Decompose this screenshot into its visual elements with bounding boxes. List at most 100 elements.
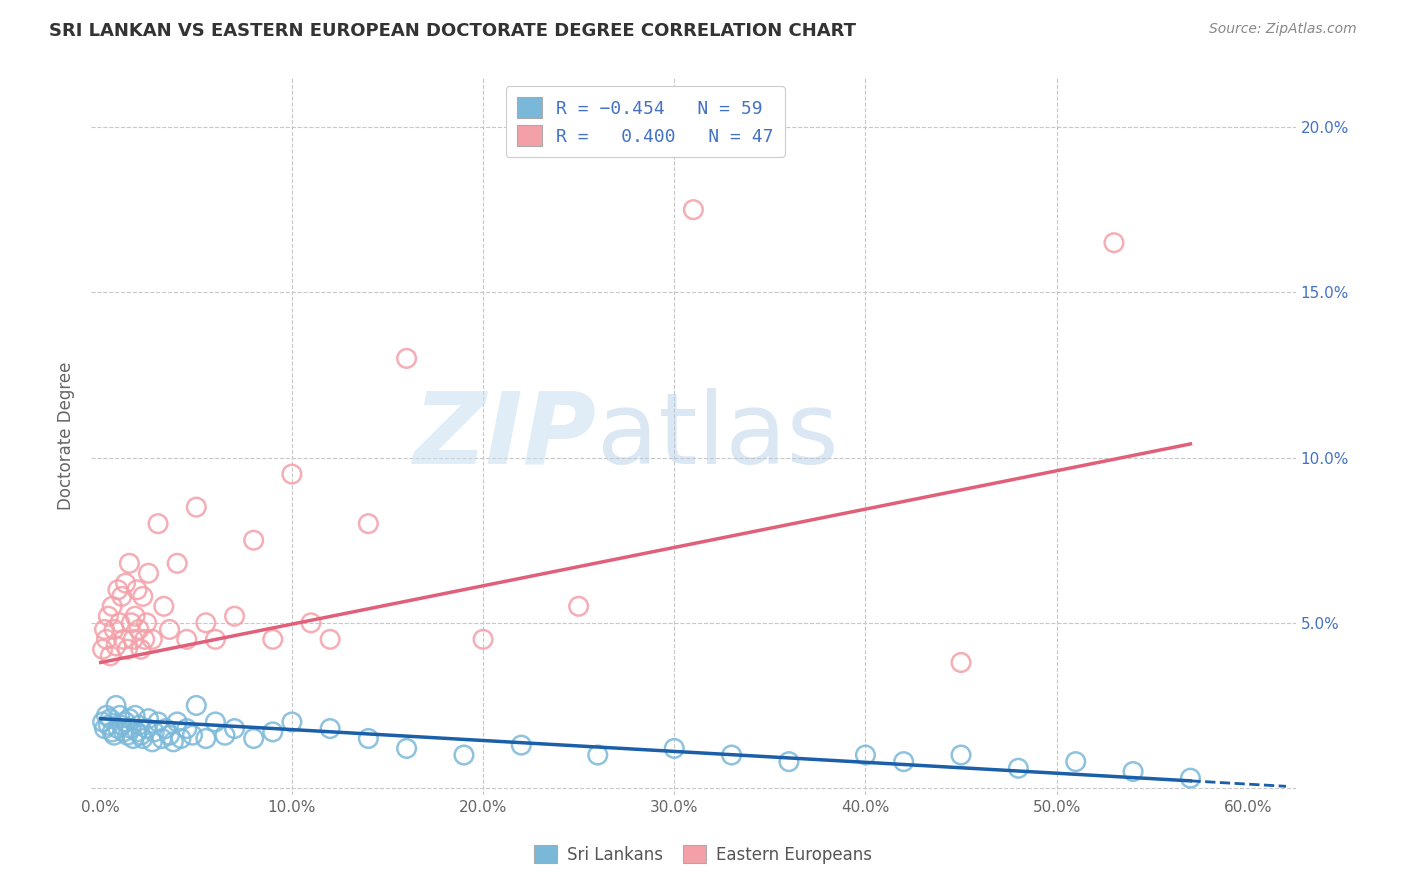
Point bbox=[129, 642, 152, 657]
Point bbox=[135, 615, 157, 630]
Point bbox=[93, 623, 115, 637]
Point bbox=[93, 722, 115, 736]
Point bbox=[97, 718, 120, 732]
Point bbox=[132, 731, 155, 746]
Point bbox=[176, 722, 198, 736]
Point bbox=[281, 714, 304, 729]
Point bbox=[159, 728, 181, 742]
Point bbox=[181, 728, 204, 742]
Point bbox=[103, 623, 125, 637]
Point bbox=[118, 712, 141, 726]
Point bbox=[395, 351, 418, 366]
Y-axis label: Doctorate Degree: Doctorate Degree bbox=[58, 362, 75, 510]
Point bbox=[135, 722, 157, 736]
Point bbox=[125, 582, 148, 597]
Point bbox=[472, 632, 495, 647]
Point bbox=[357, 731, 380, 746]
Point bbox=[950, 656, 973, 670]
Point bbox=[91, 714, 114, 729]
Point bbox=[224, 722, 246, 736]
Point bbox=[319, 722, 342, 736]
Point bbox=[111, 590, 134, 604]
Point bbox=[128, 623, 150, 637]
Point bbox=[112, 725, 135, 739]
Point bbox=[146, 714, 169, 729]
Point bbox=[124, 609, 146, 624]
Point bbox=[96, 632, 118, 647]
Point bbox=[120, 615, 142, 630]
Point bbox=[138, 566, 160, 581]
Point bbox=[664, 741, 686, 756]
Point bbox=[262, 725, 284, 739]
Point bbox=[153, 599, 176, 614]
Point bbox=[568, 599, 591, 614]
Point bbox=[194, 615, 217, 630]
Point bbox=[1102, 235, 1125, 250]
Point bbox=[98, 712, 121, 726]
Legend: R = −0.454   N = 59, R =   0.400   N = 47: R = −0.454 N = 59, R = 0.400 N = 47 bbox=[506, 87, 785, 157]
Point bbox=[97, 609, 120, 624]
Point bbox=[357, 516, 380, 531]
Point bbox=[166, 557, 188, 571]
Point bbox=[395, 741, 418, 756]
Point bbox=[105, 698, 128, 713]
Point bbox=[166, 714, 188, 729]
Point bbox=[124, 708, 146, 723]
Point bbox=[159, 623, 181, 637]
Point bbox=[176, 632, 198, 647]
Point bbox=[214, 728, 236, 742]
Point bbox=[138, 712, 160, 726]
Point bbox=[117, 728, 139, 742]
Point bbox=[112, 632, 135, 647]
Point bbox=[194, 731, 217, 746]
Point bbox=[98, 648, 121, 663]
Point bbox=[105, 639, 128, 653]
Point bbox=[141, 735, 163, 749]
Point bbox=[281, 467, 304, 481]
Point bbox=[453, 747, 475, 762]
Point bbox=[129, 728, 152, 742]
Point bbox=[146, 516, 169, 531]
Point bbox=[114, 576, 136, 591]
Point bbox=[186, 500, 208, 515]
Point bbox=[132, 590, 155, 604]
Point bbox=[117, 642, 139, 657]
Point bbox=[855, 747, 877, 762]
Point bbox=[778, 755, 800, 769]
Point bbox=[122, 731, 145, 746]
Point bbox=[150, 731, 173, 746]
Point bbox=[893, 755, 915, 769]
Text: SRI LANKAN VS EASTERN EUROPEAN DOCTORATE DEGREE CORRELATION CHART: SRI LANKAN VS EASTERN EUROPEAN DOCTORATE… bbox=[49, 22, 856, 40]
Point bbox=[586, 747, 609, 762]
Point bbox=[170, 731, 193, 746]
Point bbox=[299, 615, 322, 630]
Legend: Sri Lankans, Eastern Europeans: Sri Lankans, Eastern Europeans bbox=[527, 838, 879, 871]
Point bbox=[101, 725, 124, 739]
Point bbox=[162, 735, 184, 749]
Point bbox=[1064, 755, 1087, 769]
Text: Source: ZipAtlas.com: Source: ZipAtlas.com bbox=[1209, 22, 1357, 37]
Point bbox=[108, 708, 131, 723]
Point bbox=[1007, 761, 1029, 775]
Point bbox=[120, 722, 142, 736]
Point bbox=[720, 747, 742, 762]
Point bbox=[134, 632, 156, 647]
Point bbox=[125, 725, 148, 739]
Point bbox=[128, 718, 150, 732]
Point bbox=[186, 698, 208, 713]
Point bbox=[1122, 764, 1144, 779]
Point bbox=[141, 632, 163, 647]
Point bbox=[114, 714, 136, 729]
Point bbox=[262, 632, 284, 647]
Point bbox=[101, 599, 124, 614]
Point bbox=[91, 642, 114, 657]
Point bbox=[103, 728, 125, 742]
Point bbox=[118, 557, 141, 571]
Point bbox=[204, 714, 226, 729]
Point bbox=[108, 615, 131, 630]
Point bbox=[682, 202, 704, 217]
Point bbox=[155, 722, 177, 736]
Text: ZIP: ZIP bbox=[413, 387, 598, 484]
Point bbox=[510, 738, 533, 752]
Point bbox=[1180, 771, 1202, 785]
